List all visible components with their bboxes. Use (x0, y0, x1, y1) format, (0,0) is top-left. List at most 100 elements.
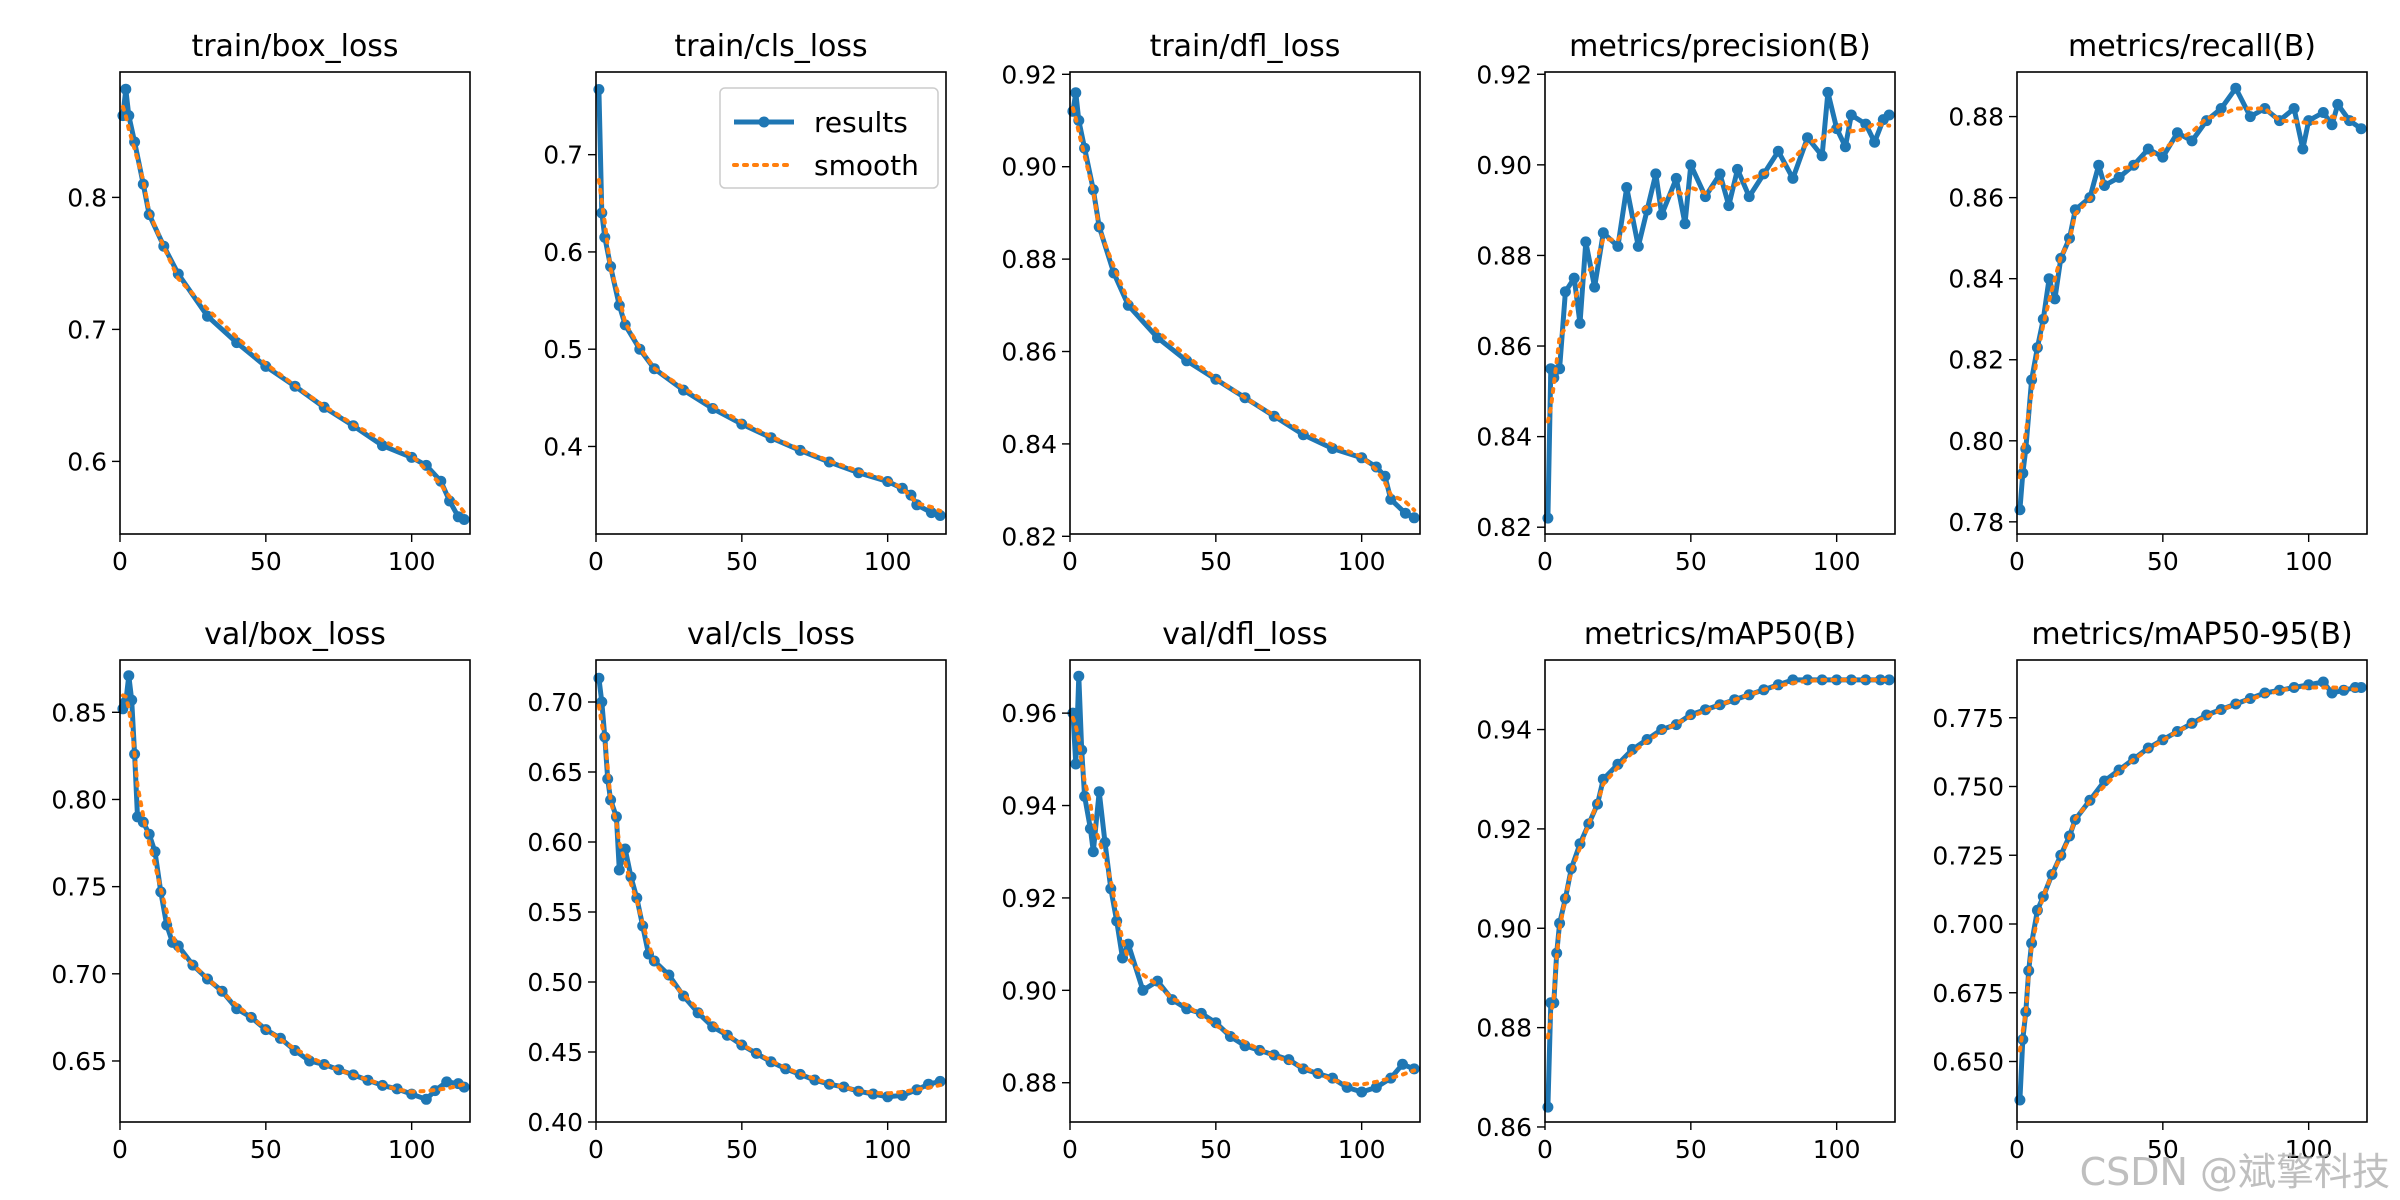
y-tick-label: 0.82 (1948, 346, 2004, 375)
results-point (1070, 87, 1082, 99)
x-tick-label: 100 (864, 547, 912, 576)
axes-frame (595, 71, 947, 535)
results-line (1070, 673, 1416, 1095)
results-point (2288, 103, 2300, 114)
x-tick-label: 0 (2009, 547, 2025, 576)
x-tick-label: 100 (2285, 1135, 2333, 1164)
chart-val-box-loss: val/box_loss 0 50 100 0.65 0.70 0.75 0.80 0.85 (51, 617, 471, 1164)
results-point (2230, 82, 2242, 94)
y-tick-label: 0.5 (543, 335, 583, 364)
x-tick-label: 100 (2285, 547, 2333, 576)
results-point (2093, 159, 2105, 171)
results-point (605, 261, 617, 272)
results-point (1787, 172, 1799, 184)
results-point (1397, 1058, 1408, 1070)
x-tick-label: 0 (588, 547, 604, 576)
y-tick-label: 0.60 (527, 828, 583, 857)
results-point (123, 670, 135, 682)
chart-title: metrics/mAP50(B) (1584, 617, 1856, 652)
y-tick-label: 0.8 (67, 183, 107, 212)
results-point (2355, 682, 2367, 693)
results-point (1743, 191, 1755, 203)
results-point (1621, 182, 1633, 193)
smooth-line (1070, 715, 1417, 1087)
results-point (2317, 676, 2329, 688)
results-point (1656, 209, 1668, 221)
results-point (1399, 507, 1411, 519)
x-tick-label: 100 (1813, 1135, 1861, 1164)
axes-frame (1069, 659, 1421, 1123)
x-tick-label: 0 (1062, 547, 1078, 576)
results-point (1869, 136, 1881, 148)
chart-title: metrics/mAP50-95(B) (2031, 617, 2352, 652)
results-point (1685, 159, 1697, 171)
axes-frame (1544, 71, 1896, 535)
y-tick-label: 0.750 (1932, 773, 2004, 802)
results-point (1580, 236, 1592, 248)
smooth-line (1070, 106, 1417, 513)
x-tick-label: 0 (112, 1135, 128, 1164)
results-point (1568, 272, 1580, 284)
results-point (1542, 1101, 1554, 1113)
y-tick-label: 0.82 (1476, 513, 1532, 542)
y-tick-label: 0.6 (543, 238, 583, 267)
chart-title: val/box_loss (204, 617, 386, 652)
results-point (441, 1076, 453, 1088)
legend-results-label: results (814, 106, 908, 139)
axes-frame (2016, 71, 2368, 535)
chart-train-box-loss: train/box_loss 0 50 100 0.6 0.7 0.8 (67, 29, 471, 576)
smooth-line (2017, 106, 2364, 480)
results-point (1327, 443, 1338, 454)
results-point (1883, 674, 1895, 686)
x-tick-label: 50 (1200, 1135, 1232, 1164)
results-point (1612, 758, 1624, 770)
results-point (120, 83, 132, 95)
y-tick-label: 0.70 (51, 960, 107, 989)
x-tick-label: 50 (1675, 1135, 1707, 1164)
results-point (613, 864, 625, 876)
y-tick-label: 0.4 (543, 432, 583, 461)
results-point (2043, 273, 2055, 285)
chart-metrics-map50-95-b: metrics/mAP50-95(B) 0 50 100 0.650 0.675 0.700… (1932, 617, 2368, 1164)
smooth-line (596, 703, 943, 1096)
smooth-line (120, 104, 467, 515)
x-tick-label: 50 (250, 547, 282, 576)
results-line (120, 673, 466, 1102)
results-point (1559, 286, 1571, 298)
results-point (1087, 846, 1099, 858)
results-point (2014, 504, 2026, 516)
results-point (1181, 355, 1193, 367)
axes-frame (595, 659, 947, 1123)
results-point (1670, 172, 1682, 184)
results-point (2326, 119, 2338, 131)
results-point (2244, 111, 2256, 123)
x-tick-label: 0 (1537, 1135, 1553, 1164)
y-tick-label: 0.78 (1948, 508, 2004, 537)
y-tick-label: 0.84 (1001, 430, 1057, 459)
smooth-line (2017, 685, 2364, 1053)
axes-frame (1069, 71, 1421, 535)
y-tick-label: 0.94 (1476, 716, 1532, 745)
y-tick-label: 0.92 (1476, 60, 1532, 89)
results-point (1370, 1081, 1382, 1093)
results-point (2186, 135, 2198, 147)
y-tick-label: 0.40 (527, 1108, 583, 1137)
results-point (420, 1093, 432, 1105)
x-tick-label: 100 (864, 1135, 912, 1164)
results-point (1772, 145, 1784, 157)
y-tick-label: 0.675 (1932, 979, 2004, 1008)
results-line (1545, 89, 1891, 519)
y-tick-label: 0.55 (527, 898, 583, 927)
y-tick-label: 0.88 (1476, 1014, 1532, 1043)
chart-val-cls-loss: val/cls_loss 0 50 100 0.40 0.45 0.50 0.55 0.60 0.… (527, 617, 947, 1164)
legend-smooth-label: smooth (814, 149, 919, 182)
results-point (1152, 332, 1163, 344)
results-point (593, 84, 605, 95)
chart-title: val/cls_loss (687, 617, 855, 652)
x-tick-label: 0 (1537, 547, 1553, 576)
results-point (231, 337, 243, 349)
x-tick-label: 50 (2147, 547, 2179, 576)
y-tick-label: 0.90 (1001, 976, 1057, 1005)
y-tick-label: 0.90 (1001, 153, 1057, 182)
